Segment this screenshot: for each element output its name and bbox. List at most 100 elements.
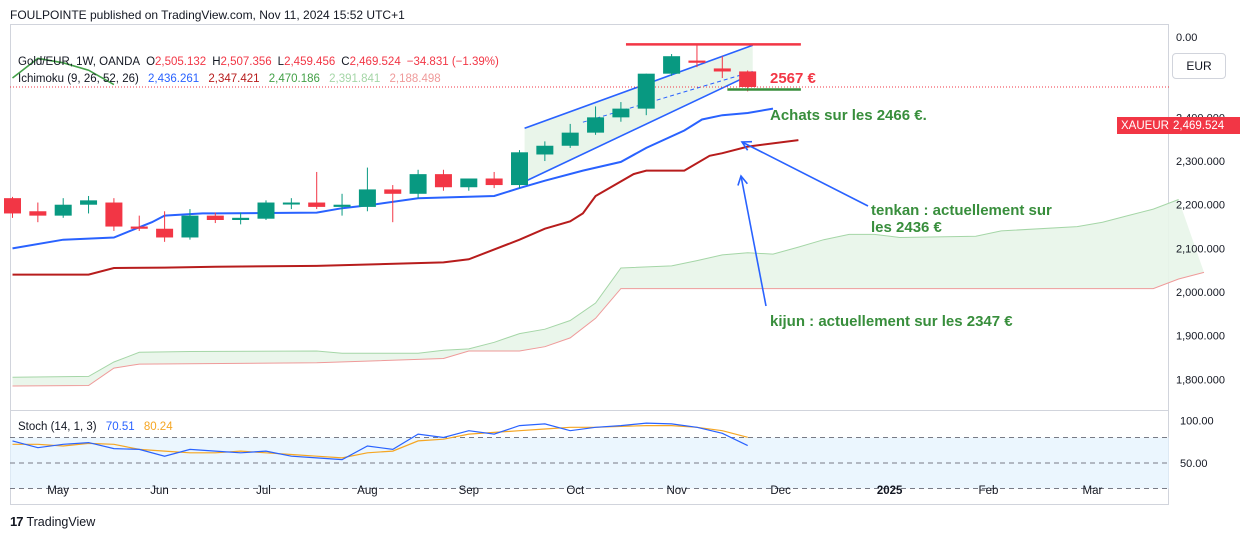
open-value: 2,505.132 — [155, 56, 207, 68]
x-tick-label: Nov — [666, 485, 687, 497]
senkou-span-a-line — [12, 199, 1179, 378]
low-key: L — [277, 56, 285, 68]
candle-body — [232, 217, 250, 220]
candle-body — [612, 108, 630, 118]
candle-body — [308, 202, 326, 207]
kijun-line — [12, 139, 799, 276]
tenkan-line — [12, 107, 774, 250]
candle-body — [384, 189, 402, 194]
stoch-label[interactable]: Stoch (14, 1, 3) — [18, 421, 97, 433]
channel-fill — [524, 45, 753, 182]
x-tick-label: Aug — [357, 485, 377, 497]
tradingview-brand: TradingView — [26, 514, 96, 529]
candle-body — [333, 204, 351, 207]
candle-body — [54, 204, 72, 216]
tenkan-annotation: tenkan : actuellement sur les 2436 € — [871, 202, 1052, 236]
candle-body — [637, 73, 655, 109]
tenkan-arrow-head — [740, 140, 753, 151]
channel-mid-line — [582, 71, 753, 123]
ichimoku-chikou-value: 2,470.186 — [268, 73, 320, 85]
symbol-price-tag: XAUEUR — [1117, 117, 1173, 134]
y-tick-label: 2,300.000 — [1176, 156, 1225, 168]
x-tick-label: 2025 — [877, 485, 903, 497]
open-key: O — [146, 56, 156, 68]
candle-body — [257, 202, 275, 219]
close-value: 2,469.524 — [349, 56, 401, 68]
change-value: −34.831 (−1.39%) — [406, 56, 499, 68]
candle-body — [663, 56, 681, 74]
candle-body — [130, 226, 148, 229]
current-price-tag: 2,469.524 — [1169, 117, 1240, 134]
ichimoku-span-b-value: 2,188.498 — [389, 73, 441, 85]
tenkan-annotation-line-1: tenkan : actuellement sur — [871, 202, 1052, 219]
high-key: H — [212, 56, 221, 68]
ichimoku-label[interactable]: Ichimoku (9, 26, 52, 26) — [18, 73, 139, 85]
currency-button[interactable]: EUR — [1172, 53, 1226, 79]
kijun-annotation: kijun : actuellement sur les 2347 € — [770, 313, 1013, 330]
candle-body — [181, 215, 199, 238]
symbol-label[interactable]: Gold/EUR, 1W, OANDA — [18, 56, 141, 68]
ichimoku-span-a-value: 2,391.841 — [329, 73, 381, 85]
candle-body — [80, 200, 98, 205]
candle-body — [282, 202, 300, 205]
x-tick-label: Dec — [770, 485, 791, 497]
high-value: 2,507.356 — [220, 56, 272, 68]
candle-body — [434, 174, 452, 188]
stoch-tick-label: 100.00 — [1180, 416, 1214, 428]
ichimoku-kijun-value: 2,347.421 — [208, 73, 260, 85]
x-tick-label: Mar — [1083, 485, 1103, 497]
chikou-line — [12, 57, 115, 86]
resistance-annotation: 2567 € — [770, 70, 816, 87]
close-key: C — [341, 56, 350, 68]
x-tick-label: Jul — [256, 485, 271, 497]
buy-annotation: Achats sur les 2466 €. — [770, 107, 927, 124]
y-tick-label: 1,800.000 — [1176, 374, 1225, 386]
x-tick-label: Feb — [979, 485, 999, 497]
x-tick-label: Sep — [459, 485, 479, 497]
tenkan-arrow — [741, 141, 869, 207]
stoch-k-line — [12, 422, 748, 461]
candle-body — [105, 202, 123, 227]
candle-body — [688, 60, 706, 63]
candle-body — [460, 178, 478, 188]
x-tick-label: Oct — [566, 485, 585, 497]
x-tick-label: May — [47, 485, 69, 497]
candle-body — [536, 145, 554, 155]
candle-body — [485, 178, 503, 186]
channel-lower-line — [524, 72, 754, 183]
tenkan-annotation-line-2: les 2436 € — [871, 219, 942, 236]
candle-body — [156, 228, 174, 238]
stoch-k-value: 70.51 — [105, 421, 135, 433]
stoch-legend: Stoch (14, 1, 3) 70.51 80.24 — [18, 421, 179, 433]
y-tick-label: 2,200.000 — [1176, 200, 1225, 212]
senkou-span-b-line — [12, 271, 1205, 387]
stoch-tick-label: 50.00 — [1180, 458, 1208, 470]
low-value: 2,459.456 — [284, 56, 336, 68]
candle-body — [358, 189, 376, 207]
candle-body — [409, 174, 427, 194]
candle-body — [713, 68, 731, 72]
y-tick-label: 2,000.000 — [1176, 287, 1225, 299]
y-tick-label: 2,100.000 — [1176, 243, 1225, 255]
stoch-d-line — [12, 425, 748, 459]
candle-body — [4, 198, 21, 214]
kijun-arrow — [740, 175, 767, 307]
y-tick-label: 1,900.000 — [1176, 331, 1225, 343]
price-legend: Gold/EUR, 1W, OANDA O2,505.132 H2,507.356 L… — [18, 56, 505, 68]
candle-body — [29, 211, 47, 216]
candle-body — [561, 132, 579, 146]
kijun-arrow-head — [737, 174, 748, 186]
tradingview-logo-icon: 17 — [10, 514, 24, 529]
stoch-d-value: 80.24 — [143, 421, 173, 433]
candle-body — [739, 71, 757, 87]
candle-body — [511, 152, 528, 186]
x-tick-label: Jun — [150, 485, 169, 497]
ichimoku-legend: Ichimoku (9, 26, 52, 26) 2,436.261 2,347… — [18, 73, 447, 85]
y-tick-label: 0.00 — [1176, 32, 1197, 44]
publisher-header: FOULPOINTE published on TradingView.com,… — [10, 8, 405, 22]
ichimoku-cloud-fill — [12, 199, 1204, 386]
ichimoku-tenkan-value: 2,436.261 — [148, 73, 200, 85]
candle-body — [206, 215, 224, 220]
candle-body — [587, 117, 605, 133]
